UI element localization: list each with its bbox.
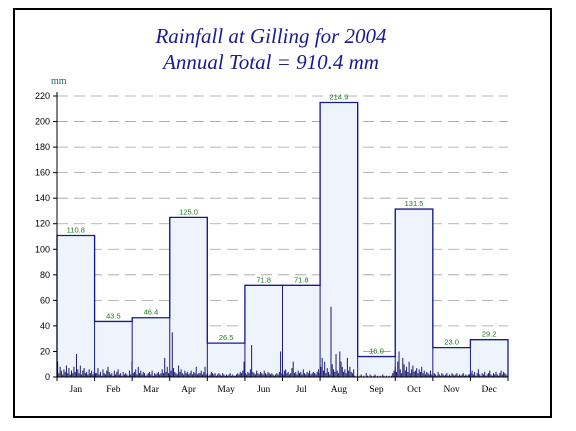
x-tick-label-oct: Oct: [407, 385, 421, 395]
x-tick-label-aug: Aug: [331, 385, 348, 395]
value-label-oct: 131.5: [405, 199, 424, 208]
chart-frame: Rainfall at Gilling for 2004 Annual Tota…: [13, 8, 552, 418]
y-tick-label: 80: [40, 270, 50, 280]
y-tick-label: 100: [35, 244, 50, 254]
x-tick-label-jan: Jan: [69, 385, 82, 395]
x-tick-label-dec: Dec: [482, 385, 497, 395]
value-label-nov: 23.0: [444, 338, 459, 347]
x-tick-label-nov: Nov: [443, 385, 460, 395]
y-tick-label: 20: [40, 346, 50, 356]
month-fill-sep: [357, 356, 396, 377]
y-tick-label: 40: [40, 321, 50, 331]
month-fill-jun: [244, 285, 283, 377]
x-tick-label-mar: Mar: [143, 385, 160, 395]
month-fill-oct: [395, 209, 433, 377]
month-fill-jul: [282, 285, 321, 377]
value-label-may: 26.5: [219, 333, 234, 342]
x-tick-label-apr: Apr: [181, 385, 197, 395]
x-tick-label-jun: Jun: [257, 385, 270, 395]
y-tick-label: 220: [35, 91, 50, 101]
y-tick-label: 180: [35, 142, 50, 152]
monthly-fill-area: [57, 102, 508, 377]
x-tick-label-sep: Sep: [369, 385, 384, 395]
month-fill-dec: [470, 339, 508, 377]
value-label-jun: 71.8: [256, 275, 271, 284]
value-label-jul: 71.8: [294, 275, 309, 284]
y-tick-label: 140: [35, 193, 50, 203]
y-tick-label: 200: [35, 117, 50, 127]
month-fill-may: [207, 343, 245, 377]
month-fill-nov: [432, 347, 471, 377]
value-label-dec: 29.2: [482, 330, 497, 339]
value-label-jan: 110.8: [67, 225, 85, 234]
x-tick-label-jul: Jul: [296, 385, 307, 395]
value-label-sep: 16.0: [369, 347, 384, 356]
month-fill-jan: [57, 235, 95, 377]
month-fill-apr: [169, 217, 208, 377]
x-tick-label-may: May: [217, 385, 235, 395]
chart-title: Rainfall at Gilling for 2004: [154, 24, 387, 48]
monthly-total-steps: [56, 101, 509, 377]
month-fill-feb: [94, 321, 133, 377]
rainfall-chart: Rainfall at Gilling for 2004 Annual Tota…: [35, 24, 509, 395]
y-tick-label: 160: [35, 168, 50, 178]
y-axis-unit-label: mm: [51, 76, 67, 87]
month-fill-aug: [320, 102, 358, 377]
chart-axes: [53, 92, 509, 381]
chart-subtitle: Annual Total = 910.4 mm: [161, 50, 379, 74]
value-label-mar: 46.4: [144, 308, 159, 317]
value-label-apr: 125.0: [179, 207, 198, 216]
y-tick-label: 60: [40, 295, 50, 305]
y-tick-label: 0: [45, 372, 50, 382]
value-label-aug: 214.9: [329, 93, 348, 102]
value-label-feb: 43.5: [106, 311, 121, 320]
axis-and-value-labels: 0 20 40 60 80 100 120 140 160 180 200 220 110.8 43.5 4…: [35, 91, 497, 395]
y-tick-label: 120: [35, 219, 50, 229]
x-tick-label-feb: Feb: [106, 385, 121, 395]
